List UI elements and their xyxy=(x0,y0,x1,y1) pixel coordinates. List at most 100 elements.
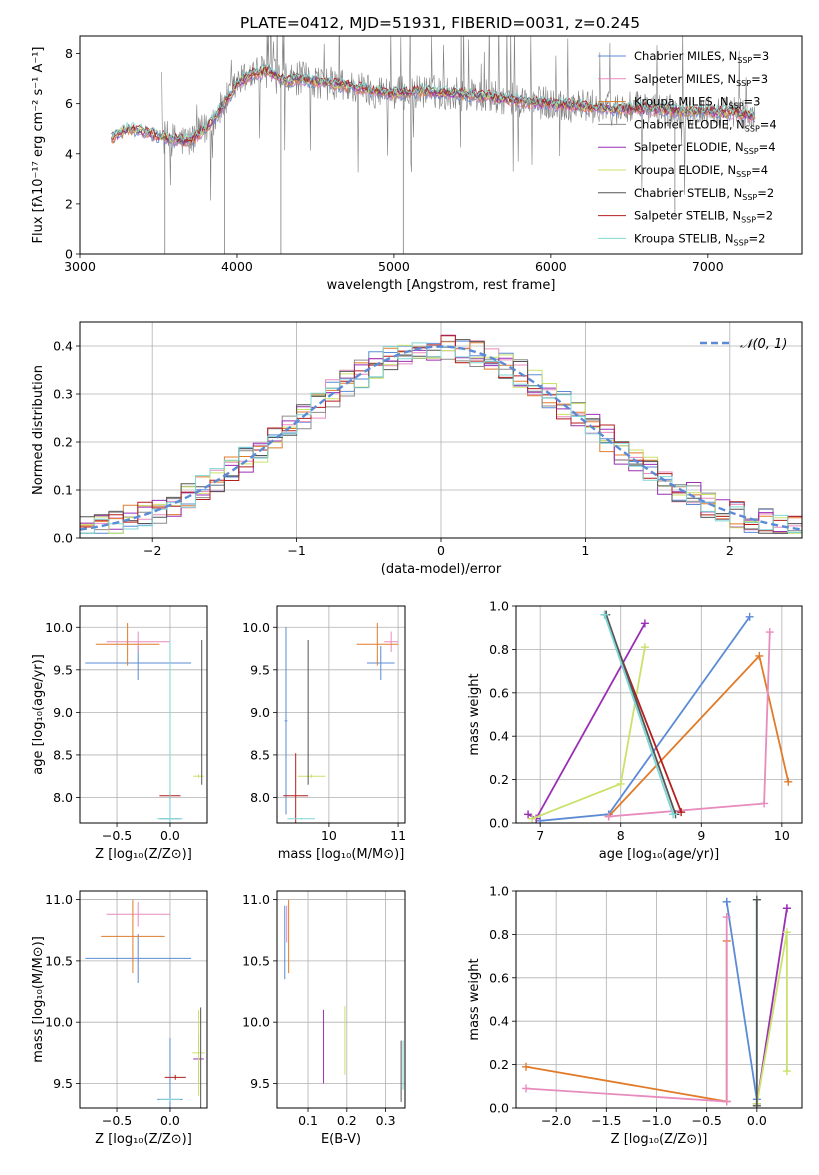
weight-marker xyxy=(669,810,678,819)
tick-label-y: 0.0 xyxy=(489,1101,509,1116)
errorbar-point-2 xyxy=(101,899,165,974)
weight-marker xyxy=(784,777,793,786)
panel-spectrum: 3000 4000 5000 6000 7000 0 2 4 6 8 wavelength [Ang… xyxy=(31,35,803,293)
tick-label-y: 0.6 xyxy=(489,685,509,700)
tick-label-y: 9.5 xyxy=(250,1076,270,1091)
y-axis-label: Flux [fλ10⁻¹⁷ erg cm⁻² s⁻¹ A⁻¹] xyxy=(31,47,46,244)
tick-label-y: 11.0 xyxy=(242,892,270,907)
normal-curve xyxy=(80,345,802,531)
weight-marker xyxy=(752,895,761,904)
weight-marker xyxy=(677,808,686,817)
tick-label-x: 10 xyxy=(321,828,337,843)
tick-label-y: 10.0 xyxy=(242,1015,270,1030)
model-spectrum-4 xyxy=(110,66,756,146)
tick-label-y: 0.2 xyxy=(489,1057,509,1072)
weight-marker xyxy=(522,1062,531,1071)
tick-label-x: −0.5 xyxy=(102,828,132,843)
panel-weight-vs-Z: −2.0 −1.5 −1.0 −0.5 0.0 0.0 0.2 0.4 0.6 0.8 1.0 Z [… xyxy=(467,884,803,1147)
x-axis-label: Z [log₁₀(Z/Z⊙)] xyxy=(611,1132,708,1147)
errorbar-point-1 xyxy=(384,631,399,652)
errorbar-point-5 xyxy=(157,640,183,823)
weight-marker xyxy=(755,651,764,660)
weight-marker xyxy=(536,816,545,823)
errorbar-point-4 xyxy=(283,753,309,823)
tick-label-x: 4000 xyxy=(221,259,253,274)
weight-marker xyxy=(640,619,649,628)
tick-label-x: 0.0 xyxy=(160,1113,180,1128)
panel-age-vs-mass: 10 11 8.0 8.5 9.0 9.5 10.0 mass [log₁₀(M/M⊙)] xyxy=(242,605,406,862)
axes-frame xyxy=(515,605,803,824)
tick-label-x: 1 xyxy=(581,543,589,558)
figure-title: PLATE=0412, MJD=51931, FIBERID=0031, z=0… xyxy=(240,14,640,32)
legend-entry: Salpeter STELIB, NSSP=2 xyxy=(634,209,773,225)
tick-label-x: 0.0 xyxy=(747,1113,767,1128)
residual-legend: 𝒩(0, 1) xyxy=(700,337,787,352)
panel-age-vs-Z: −0.5 0.0 8.0 8.5 9.0 9.5 10.0 Z [log₁₀(Z/Z⊙)] ag… xyxy=(31,605,208,862)
tick-label-x: 5000 xyxy=(378,259,410,274)
plot-area-mass-vs-Z xyxy=(85,899,205,1108)
tick-label-y: 6 xyxy=(65,96,73,111)
plot-area-mass-vs-EBV xyxy=(284,899,404,1102)
tick-label-x: −1.0 xyxy=(641,1113,671,1128)
tick-label-y: 0.8 xyxy=(489,927,509,942)
errorbar-point-6 xyxy=(192,1009,205,1096)
errorbar-point-1 xyxy=(106,631,170,652)
legend-entry: Salpeter ELODIE, NSSP=4 xyxy=(634,140,776,156)
tick-label-x: 6000 xyxy=(535,259,567,274)
legend-entry: Chabrier STELIB, NSSP=2 xyxy=(634,186,774,202)
errorbar-point-1 xyxy=(106,902,170,927)
weight-line-0 xyxy=(725,901,758,1100)
tick-label-x: 10 xyxy=(774,828,790,843)
residual-histogram-8 xyxy=(80,342,802,534)
spectrum-legend: Chabrier MILES, NSSP=3 Salpeter MILES, NS… xyxy=(598,49,777,247)
legend-entry: Kroupa MILES, NSSP=3 xyxy=(634,95,760,111)
weight-marker xyxy=(782,1067,791,1076)
legend-entry: Kroupa STELIB, NSSP=2 xyxy=(634,231,765,247)
plot-area-age-vs-mass xyxy=(283,623,399,823)
weight-marker xyxy=(640,643,649,652)
x-axis-label: Z [log₁₀(Z/Z⊙)] xyxy=(95,1132,192,1147)
tick-label-x: 11 xyxy=(390,828,406,843)
errorbar-point-2 xyxy=(95,623,160,666)
tick-label-y: 0.2 xyxy=(53,435,73,450)
errorbar-point-0 xyxy=(85,933,192,983)
tick-label-x: 2 xyxy=(726,543,734,558)
tick-label-y: 10.0 xyxy=(242,620,270,635)
tick-label-y: 9.5 xyxy=(53,1076,73,1091)
plot-area-residuals xyxy=(80,334,802,534)
tick-label-x: 0 xyxy=(437,543,445,558)
tick-label-y: 0.3 xyxy=(53,387,73,402)
axes-frame xyxy=(276,605,406,824)
tick-label-y: 0.1 xyxy=(53,483,73,498)
tick-label-y: 8 xyxy=(65,46,73,61)
errorbar-point-6 xyxy=(193,774,204,778)
tick-label-y: 10.0 xyxy=(45,620,73,635)
tick-label-x: 8 xyxy=(617,828,625,843)
weight-marker xyxy=(782,928,791,937)
tick-label-x: 0.1 xyxy=(298,1113,318,1128)
tick-label-x: −1 xyxy=(287,543,305,558)
y-axis-label: age [log₁₀(age/yr)] xyxy=(31,654,46,775)
weight-marker xyxy=(722,913,731,922)
tick-label-x: 0.0 xyxy=(160,828,180,843)
weight-marker xyxy=(522,1084,531,1093)
errorbar-point-2 xyxy=(356,623,399,666)
weight-marker xyxy=(765,628,774,637)
legend-entry: Chabrier MILES, NSSP=3 xyxy=(634,49,769,65)
tick-label-y: 9.5 xyxy=(53,662,73,677)
errorbar-point-0 xyxy=(366,645,395,681)
weight-marker xyxy=(760,799,769,808)
tick-label-y: 10.0 xyxy=(45,1015,73,1030)
tick-label-y: 9.5 xyxy=(250,662,270,677)
errorbar-point-4 xyxy=(164,1074,186,1080)
weight-line-6 xyxy=(605,614,677,815)
plot-area-age-vs-Z xyxy=(85,623,204,823)
axes-frame xyxy=(79,321,803,539)
tick-label-x: −0.5 xyxy=(102,1113,132,1128)
errorbar-point-3 xyxy=(284,627,288,815)
tick-label-y: 0.6 xyxy=(489,970,509,985)
tick-label-y: 8.5 xyxy=(53,747,73,762)
tick-label-y: 10.5 xyxy=(242,953,270,968)
x-axis-label: age [log₁₀(age/yr)] xyxy=(599,847,720,862)
